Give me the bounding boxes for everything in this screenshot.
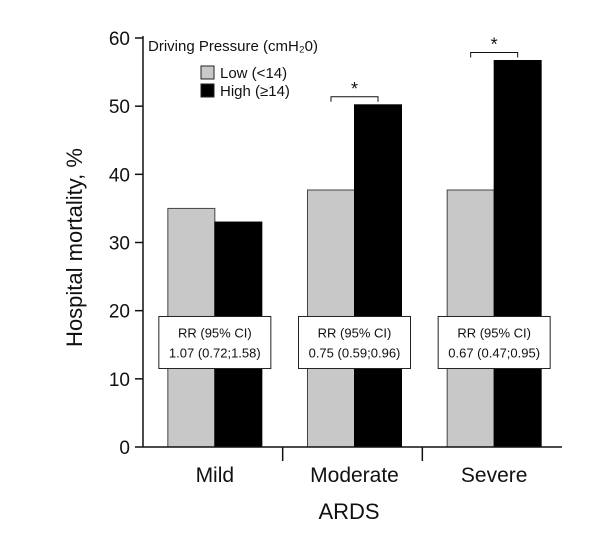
legend: Driving Pressure (cmH₂0) Low (<14) High … [148,38,318,100]
x-tick-label: Severe [461,464,528,487]
significance-marker: * [351,79,358,99]
rr-value: 0.67 (0.47;0.95) [448,345,540,360]
rr-label: RR (95% CI) [457,325,531,340]
rr-value: 0.75 (0.59;0.96) [309,345,401,360]
y-tick-label: 0 [119,438,130,459]
legend-swatch-low [200,65,215,80]
y-tick-label: 30 [109,234,130,255]
bars [167,59,542,448]
bar-high-severe [493,59,542,448]
significance-bracket [470,51,519,58]
rr-label: RR (95% CI) [318,325,392,340]
rr-box [437,315,551,369]
y-tick-label: 40 [109,165,130,186]
y-tick-label: 10 [109,370,130,391]
annotations: RR (95% CI) 1.07 (0.72;1.58) RR (95% CI) 0.… [158,34,551,369]
legend-label-high: High (≥14) [220,83,290,100]
x-axis-label: ARDS [318,499,379,524]
bar-high-moderate [354,104,402,448]
y-axis-label: Hospital mortality, % [62,148,87,347]
y-tick-label: 60 [109,29,130,50]
x-tick-label: Mild [196,464,235,487]
rr-label: RR (95% CI) [178,325,252,340]
y-tick-label: 50 [109,97,130,118]
legend-label-low: Low (<14) [220,65,287,82]
legend-title: Driving Pressure (cmH₂0) [148,38,318,55]
significance-marker: * [491,34,498,54]
rr-value: 1.07 (0.72;1.58) [169,345,261,360]
axes: Mild Moderate Severe 0 10 20 30 40 50 60 Hospital … [62,29,562,524]
rr-box [298,315,411,369]
rr-box [158,315,272,369]
legend-swatch-high [200,83,215,98]
x-tick-label: Moderate [310,464,399,487]
y-tick-label: 20 [109,302,130,323]
significance-bracket [330,96,379,102]
